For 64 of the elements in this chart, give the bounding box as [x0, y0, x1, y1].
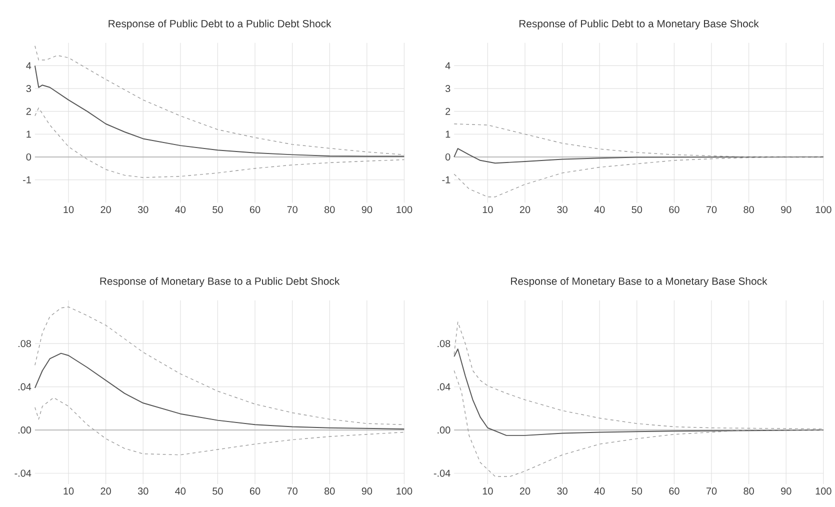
x-tick-label: 80 [744, 206, 754, 214]
x-tick-label: 30 [557, 488, 568, 495]
x-tick-label: 20 [520, 488, 530, 495]
x-tick-label: 30 [138, 206, 148, 214]
x-tick-label: 10 [482, 488, 493, 495]
y-tick-label: .00 [438, 426, 450, 434]
y-tick-label: .08 [438, 340, 450, 348]
x-tick-label: 10 [64, 206, 74, 214]
chart-title: Response of Monetary Base to a Public Debt Shock [100, 277, 340, 287]
y-tick-label: .08 [18, 340, 31, 348]
x-tick-label: 90 [781, 206, 792, 214]
y-tick-label: .04 [438, 383, 450, 390]
x-tick-label: 20 [100, 488, 111, 495]
x-tick-label: 80 [324, 488, 335, 495]
x-tick-label: 40 [594, 206, 605, 214]
y-tick-label: 0 [445, 153, 450, 160]
x-tick-label: 100 [396, 206, 412, 214]
x-tick-label: 90 [362, 488, 372, 495]
y-tick-label: 2 [446, 108, 450, 115]
y-tick-label: 3 [445, 85, 450, 92]
x-tick-label: 40 [175, 488, 186, 495]
y-tick-label: .00 [18, 426, 32, 434]
y-tick-label: 1 [446, 130, 450, 138]
y-tick-label: 3 [26, 85, 31, 92]
y-tick-label: 1 [26, 130, 31, 138]
chart-title: Response of Monetary Base to a Monetary Base Shock [511, 277, 768, 287]
y-tick-label: 0 [26, 153, 32, 160]
x-tick-label: 100 [816, 488, 832, 495]
x-tick-label: 70 [287, 206, 298, 214]
y-tick-label: 4 [26, 62, 32, 70]
x-tick-label: 10 [64, 488, 74, 495]
x-tick-label: 20 [100, 206, 111, 214]
chart-title: Response of Public Debt to a Monetary Base Shock [519, 20, 759, 30]
x-tick-label: 60 [669, 206, 680, 214]
x-tick-label: 70 [706, 488, 717, 495]
x-tick-label: 10 [482, 206, 493, 214]
x-tick-label: 20 [520, 206, 530, 214]
x-tick-label: 70 [706, 206, 717, 214]
y-tick-label: .04 [18, 383, 32, 390]
x-tick-label: 30 [557, 206, 568, 214]
x-tick-label: 70 [287, 488, 298, 495]
y-tick-label: -1 [442, 176, 450, 184]
chart-title: Response of Public Debt to a Public Debt Shock [108, 20, 332, 30]
x-tick-label: 60 [669, 488, 680, 495]
x-tick-label: 50 [632, 488, 642, 495]
x-tick-label: 90 [362, 206, 372, 214]
x-tick-label: 40 [175, 206, 186, 214]
x-tick-label: 50 [632, 206, 642, 214]
x-tick-label: 100 [396, 488, 412, 495]
y-tick-label: -1 [23, 176, 31, 184]
x-tick-label: 80 [744, 488, 754, 495]
x-tick-label: 90 [781, 488, 792, 495]
y-tick-label: -.04 [434, 470, 450, 477]
y-tick-label: -.04 [14, 470, 32, 477]
y-tick-label: 2 [26, 108, 31, 115]
x-tick-label: 100 [816, 206, 832, 214]
x-tick-label: 80 [324, 206, 335, 214]
x-tick-label: 50 [212, 488, 223, 495]
y-tick-label: 4 [445, 62, 450, 70]
x-tick-label: 60 [250, 206, 260, 214]
x-tick-label: 50 [212, 206, 223, 214]
x-tick-label: 40 [594, 488, 605, 495]
x-tick-label: 30 [138, 488, 148, 495]
x-tick-label: 60 [250, 488, 260, 495]
